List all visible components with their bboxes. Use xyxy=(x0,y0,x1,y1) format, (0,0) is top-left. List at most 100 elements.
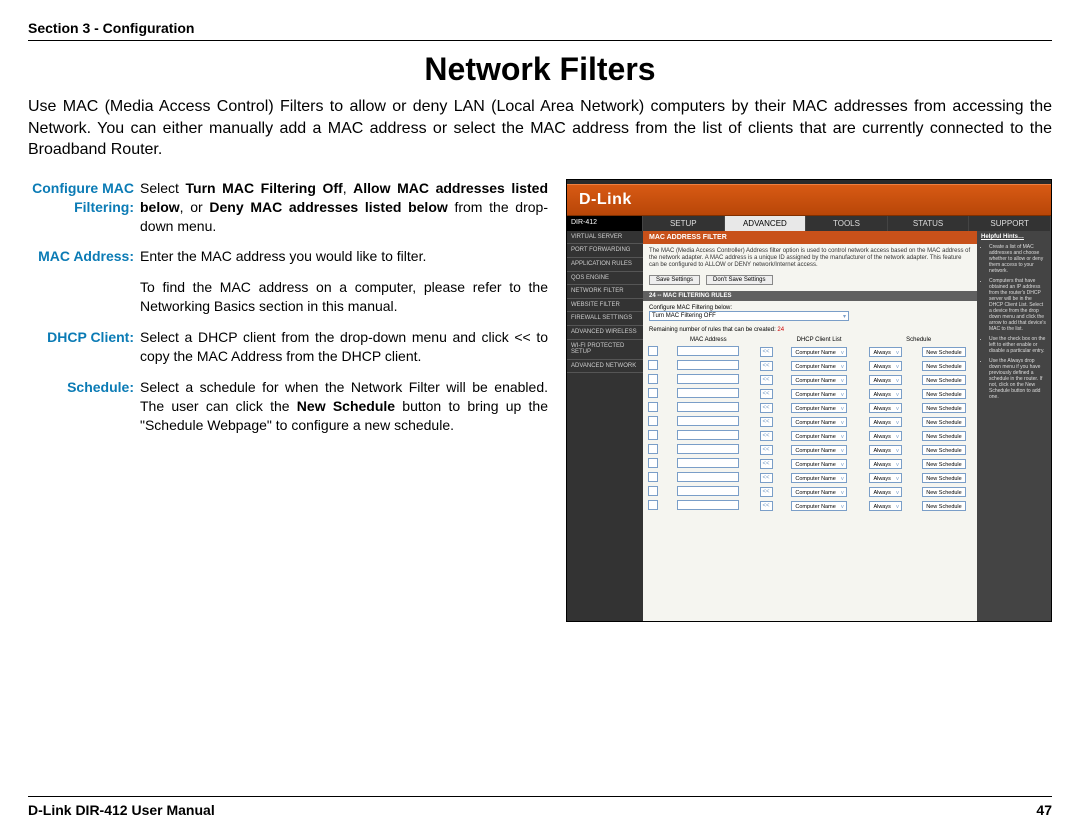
new-schedule-button[interactable]: New Schedule xyxy=(922,445,965,455)
body-schedule: Select a schedule for when the Network F… xyxy=(140,378,548,435)
schedule-select[interactable]: Always xyxy=(869,375,901,385)
dhcp-select[interactable]: Computer Name xyxy=(791,403,846,413)
dhcp-select[interactable]: Computer Name xyxy=(791,431,846,441)
schedule-select[interactable]: Always xyxy=(869,459,901,469)
dhcp-select[interactable]: Computer Name xyxy=(791,473,846,483)
mac-input[interactable] xyxy=(677,416,739,426)
copy-arrow-button[interactable]: << xyxy=(760,417,773,427)
copy-arrow-button[interactable]: << xyxy=(760,403,773,413)
mac-input[interactable] xyxy=(677,430,739,440)
panel-description: The MAC (Media Access Controller) Addres… xyxy=(643,244,977,274)
new-schedule-button[interactable]: New Schedule xyxy=(922,501,965,511)
new-schedule-button[interactable]: New Schedule xyxy=(922,347,965,357)
router-tab-setup[interactable]: SETUP xyxy=(643,216,725,231)
row-checkbox[interactable] xyxy=(648,402,658,412)
row-checkbox[interactable] xyxy=(648,444,658,454)
dhcp-select[interactable]: Computer Name xyxy=(791,445,846,455)
mac-input[interactable] xyxy=(677,486,739,496)
row-checkbox[interactable] xyxy=(648,472,658,482)
dont-save-settings-button[interactable]: Don't Save Settings xyxy=(706,275,773,285)
dhcp-select[interactable]: Computer Name xyxy=(791,389,846,399)
router-tab-tools[interactable]: TOOLS xyxy=(806,216,888,231)
router-tab-support[interactable]: SUPPORT xyxy=(969,216,1051,231)
dhcp-select[interactable]: Computer Name xyxy=(791,487,846,497)
row-checkbox[interactable] xyxy=(648,388,658,398)
sidebar-item[interactable]: VIRTUAL SERVER xyxy=(567,231,643,245)
copy-arrow-button[interactable]: << xyxy=(760,459,773,469)
dhcp-select[interactable]: Computer Name xyxy=(791,501,846,511)
sidebar-item[interactable]: ADVANCED WIRELESS xyxy=(567,326,643,340)
sidebar-item[interactable]: NETWORK FILTER xyxy=(567,285,643,299)
mac-input[interactable] xyxy=(677,472,739,482)
schedule-select[interactable]: Always xyxy=(869,501,901,511)
copy-arrow-button[interactable]: << xyxy=(760,347,773,357)
row-checkbox[interactable] xyxy=(648,360,658,370)
dhcp-select[interactable]: Computer Name xyxy=(791,459,846,469)
row-checkbox[interactable] xyxy=(648,374,658,384)
row-checkbox[interactable] xyxy=(648,458,658,468)
mac-input[interactable] xyxy=(677,360,739,370)
new-schedule-button[interactable]: New Schedule xyxy=(922,487,965,497)
router-tab-status[interactable]: STATUS xyxy=(888,216,970,231)
dhcp-select[interactable]: Computer Name xyxy=(791,347,846,357)
panel-title: MAC ADDRESS FILTER xyxy=(643,231,977,244)
row-checkbox[interactable] xyxy=(648,500,658,510)
mac-input[interactable] xyxy=(677,402,739,412)
copy-arrow-button[interactable]: << xyxy=(760,473,773,483)
schedule-select[interactable]: Always xyxy=(869,445,901,455)
router-model: DIR-412 xyxy=(567,216,643,231)
new-schedule-button[interactable]: New Schedule xyxy=(922,431,965,441)
new-schedule-button[interactable]: New Schedule xyxy=(922,473,965,483)
schedule-select[interactable]: Always xyxy=(869,347,901,357)
schedule-select[interactable]: Always xyxy=(869,361,901,371)
sidebar-item[interactable]: PORT FORWARDING xyxy=(567,244,643,258)
new-schedule-button[interactable]: New Schedule xyxy=(922,389,965,399)
schedule-select[interactable]: Always xyxy=(869,487,901,497)
copy-arrow-button[interactable]: << xyxy=(760,445,773,455)
mac-input[interactable] xyxy=(677,444,739,454)
row-checkbox[interactable] xyxy=(648,486,658,496)
mac-filtering-select[interactable]: Turn MAC Filtering OFF xyxy=(649,311,849,321)
router-tab-advanced[interactable]: ADVANCED xyxy=(725,216,807,231)
sidebar-item[interactable]: WEBSITE FILTER xyxy=(567,299,643,313)
new-schedule-button[interactable]: New Schedule xyxy=(922,417,965,427)
mac-input[interactable] xyxy=(677,458,739,468)
new-schedule-button[interactable]: New Schedule xyxy=(922,361,965,371)
mac-input[interactable] xyxy=(677,388,739,398)
mac-input[interactable] xyxy=(677,346,739,356)
router-screenshot: D-Link DIR-412 SETUPADVANCEDTOOLSSTATUSS… xyxy=(566,179,1052,622)
new-schedule-button[interactable]: New Schedule xyxy=(922,375,965,385)
sidebar-item[interactable]: ADVANCED NETWORK xyxy=(567,360,643,374)
copy-arrow-button[interactable]: << xyxy=(760,431,773,441)
schedule-select[interactable]: Always xyxy=(869,389,901,399)
hints-title: Helpful Hints… xyxy=(981,234,1047,241)
footer-page: 47 xyxy=(1036,802,1052,818)
mac-filter-table: MAC Address DHCP Client List Schedule <<… xyxy=(643,335,977,513)
dhcp-select[interactable]: Computer Name xyxy=(791,375,846,385)
schedule-select[interactable]: Always xyxy=(869,417,901,427)
copy-arrow-button[interactable]: << xyxy=(760,375,773,385)
row-checkbox[interactable] xyxy=(648,430,658,440)
footer-manual: D-Link DIR-412 User Manual xyxy=(28,802,215,818)
copy-arrow-button[interactable]: << xyxy=(760,389,773,399)
sidebar-item[interactable]: FIREWALL SETTINGS xyxy=(567,312,643,326)
save-settings-button[interactable]: Save Settings xyxy=(649,275,700,285)
row-checkbox[interactable] xyxy=(648,416,658,426)
new-schedule-button[interactable]: New Schedule xyxy=(922,403,965,413)
sidebar-item[interactable]: APPLICATION RULES xyxy=(567,258,643,272)
sidebar-item[interactable]: WI-FI PROTECTED SETUP xyxy=(567,340,643,360)
dhcp-select[interactable]: Computer Name xyxy=(791,361,846,371)
dhcp-select[interactable]: Computer Name xyxy=(791,417,846,427)
schedule-select[interactable]: Always xyxy=(869,473,901,483)
copy-arrow-button[interactable]: << xyxy=(760,361,773,371)
mac-input[interactable] xyxy=(677,374,739,384)
schedule-select[interactable]: Always xyxy=(869,431,901,441)
schedule-select[interactable]: Always xyxy=(869,403,901,413)
sidebar-item[interactable]: QOS ENGINE xyxy=(567,272,643,286)
copy-arrow-button[interactable]: << xyxy=(760,501,773,511)
copy-arrow-button[interactable]: << xyxy=(760,487,773,497)
table-row: << Computer Name Always New Schedule xyxy=(643,359,977,373)
new-schedule-button[interactable]: New Schedule xyxy=(922,459,965,469)
row-checkbox[interactable] xyxy=(648,346,658,356)
mac-input[interactable] xyxy=(677,500,739,510)
